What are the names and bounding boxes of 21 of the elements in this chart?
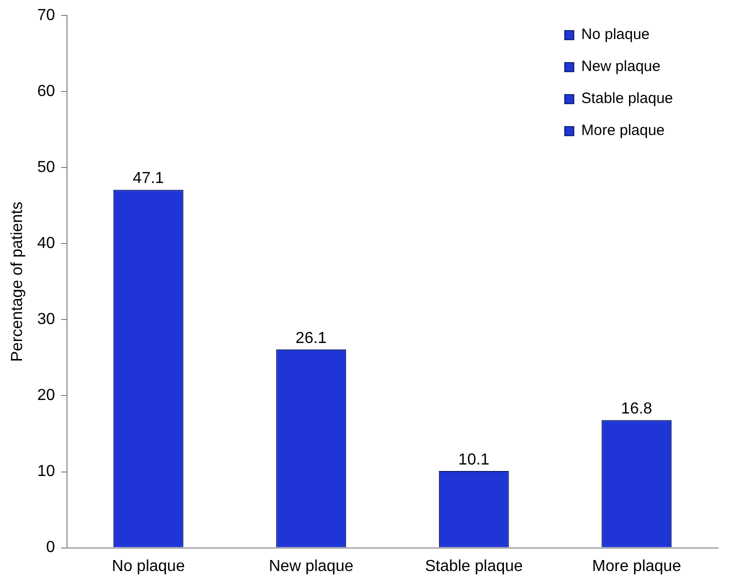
y-tick-label: 70 [37, 7, 56, 24]
x-tick-label: No plaque [112, 558, 185, 575]
data-label: 10.1 [458, 451, 490, 468]
y-tick-label: 30 [37, 311, 56, 328]
y-tick-label: 10 [37, 463, 56, 480]
legend-label: Stable plaque [581, 90, 674, 108]
x-tick-label: More plaque [592, 558, 682, 575]
legend-label: New plaque [581, 58, 660, 76]
data-label: 16.8 [621, 400, 652, 418]
y-tick-label: 20 [37, 387, 56, 404]
data-label: 26.1 [296, 330, 327, 347]
y-tick-label: 50 [37, 159, 56, 176]
y-tick-label: 40 [37, 235, 56, 252]
y-tick-label: 60 [37, 83, 56, 100]
data-label: 47.1 [132, 170, 164, 188]
x-tick-label: New plaque [268, 558, 354, 575]
x-tick-label: Stable plaque [424, 558, 523, 575]
legend-label: More plaque [581, 122, 665, 140]
y-tick-label: 0 [46, 539, 56, 556]
y-axis-title: Percentage of patients [9, 202, 26, 362]
legend-label: No plaque [581, 26, 650, 44]
